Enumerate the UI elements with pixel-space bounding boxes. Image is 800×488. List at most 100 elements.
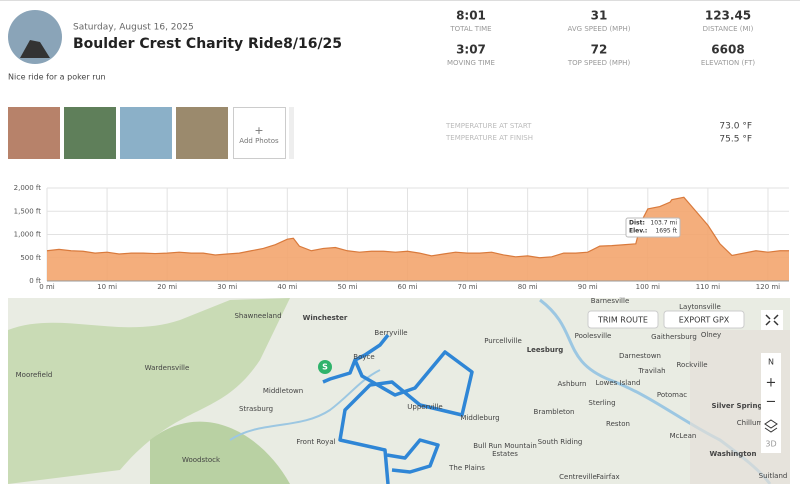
place-label: Brambleton — [534, 408, 575, 416]
place-label: Middletown — [263, 387, 303, 395]
tooltip-dist: 103.7 mi — [650, 220, 677, 227]
photo[interactable] — [176, 107, 228, 159]
place-label: Laytonsville — [679, 303, 721, 311]
stat-label: ELEVATION (FT) — [701, 59, 756, 67]
layers-button[interactable] — [764, 419, 778, 433]
place-label: Travilah — [637, 367, 665, 375]
place-label: Lowes Island — [596, 379, 641, 387]
elevation-area — [47, 197, 789, 281]
place-label: McLean — [670, 432, 697, 440]
place-label: Moorefield — [16, 371, 53, 379]
map-controls — [761, 353, 781, 453]
route — [386, 438, 440, 474]
place-label: Poolesville — [575, 332, 612, 340]
stats: 8:01 TOTAL TIME 31 AVG SPEED (MPH) 123.4… — [447, 9, 755, 68]
x-tick-label: 10 mi — [97, 283, 117, 291]
ride-date: Saturday, August 16, 2025 — [73, 23, 194, 33]
place-label: Centreville — [559, 473, 597, 481]
place-label: Gaithersburg — [651, 333, 697, 341]
place-label: Wardensville — [145, 364, 190, 372]
place-label: Silver Spring — [712, 402, 763, 410]
stat-label: AVG SPEED (MPH) — [568, 25, 631, 33]
place-label: Strasburg — [239, 405, 273, 413]
trim-route-label: TRIM ROUTE — [597, 316, 648, 325]
map-river — [229, 369, 381, 441]
x-tick-label: 20 mi — [157, 283, 177, 291]
map-forest — [150, 421, 290, 484]
elevation-chart: 0 ft 500 ft 1,000 ft 1,500 ft 2,000 ft 0 mi 10… — [14, 184, 789, 291]
x-tick-label: 50 mi — [337, 283, 357, 291]
x-tick-label: 100 mi — [636, 283, 660, 291]
ride-title: Boulder Crest Charity Ride8/16/25 — [73, 36, 342, 52]
stat-label: MOVING TIME — [447, 59, 495, 67]
x-tick-label: 60 mi — [398, 283, 418, 291]
tooltip-dist-label: Dist: — [629, 220, 645, 227]
three-d-button[interactable]: 3D — [765, 440, 776, 449]
place-label: Fairfax — [596, 473, 619, 481]
temp-value: 75.5 °F — [719, 135, 752, 145]
trim-route-button[interactable] — [587, 310, 659, 329]
scrollbar — [289, 107, 294, 159]
ride-description: Nice ride for a poker run — [8, 73, 106, 82]
stat-value: 123.45 — [705, 9, 751, 23]
place-label: Chillum — [737, 419, 764, 427]
stat-value: 6608 — [711, 43, 744, 57]
place-label: Front Royal — [296, 438, 335, 446]
place-label: South Riding — [538, 438, 583, 446]
x-tick-label: 110 mi — [696, 283, 720, 291]
stat-value: 8:01 — [456, 9, 486, 23]
zoom-in[interactable]: + — [766, 376, 777, 391]
temp-label: TEMPERATURE AT FINISH — [445, 134, 533, 142]
place-label: Middleburg — [460, 414, 499, 422]
place-label: Reston — [606, 420, 630, 428]
stat-value: 72 — [591, 43, 608, 57]
add-photos-label: Add Photos — [239, 137, 279, 145]
elevation-line — [46, 196, 789, 259]
place-label: Barnesville — [591, 297, 630, 305]
y-tick-label: 1,500 ft — [14, 207, 42, 215]
place-label: Sterling — [588, 399, 615, 407]
place-label: Washington — [710, 450, 757, 458]
temp-label: TEMPERATURE AT START — [445, 122, 532, 130]
y-tick-label: 1,000 ft — [14, 231, 42, 239]
place-label: Darnestown — [619, 352, 661, 360]
place-label: Rockville — [676, 361, 707, 369]
place-label: Potomac — [657, 391, 687, 399]
temperature: TEMPERATURE AT START 73.0 °F TEMPERATURE… — [445, 122, 752, 145]
place-label: Leesburg — [527, 346, 564, 354]
avatar — [8, 10, 62, 64]
fullscreen-button[interactable] — [761, 310, 783, 330]
place-label: Upperville — [407, 403, 442, 411]
x-tick-label: 0 mi — [39, 283, 54, 291]
fullscreen-icon — [765, 314, 779, 326]
photo[interactable] — [120, 107, 172, 159]
stat-value: 31 — [591, 9, 608, 23]
place-label: Olney — [701, 331, 721, 339]
x-tick-label: 90 mi — [578, 283, 598, 291]
place-label: Woodstock — [182, 456, 221, 464]
start-marker[interactable] — [318, 360, 332, 374]
photo[interactable] — [64, 107, 116, 159]
start-marker-label: S — [322, 363, 328, 372]
y-tick-label: 2,000 ft — [14, 184, 42, 192]
stat-value: 3:07 — [456, 43, 486, 57]
photo[interactable] — [8, 107, 60, 159]
map-forest — [8, 298, 290, 484]
avatar-figure — [20, 40, 50, 58]
export-gpx-button[interactable] — [663, 310, 745, 329]
place-label: Bull Run Mountain — [473, 442, 537, 450]
place-label: Shawneeland — [234, 312, 281, 320]
compass[interactable]: N — [768, 358, 774, 367]
y-tick-label: 0 ft — [29, 277, 41, 285]
place-label: Boyce — [353, 353, 374, 361]
place-label: Winchester — [303, 314, 348, 322]
add-photos-button[interactable] — [233, 107, 286, 159]
export-gpx-label: EXPORT GPX — [679, 316, 730, 325]
stat-label: TOTAL TIME — [449, 25, 491, 33]
photos: + Add Photos — [8, 107, 294, 159]
stat-label: DISTANCE (MI) — [703, 25, 754, 33]
place-label: Ashburn — [558, 380, 587, 388]
zoom-out[interactable]: − — [766, 395, 777, 410]
y-tick-label: 500 ft — [20, 254, 41, 262]
